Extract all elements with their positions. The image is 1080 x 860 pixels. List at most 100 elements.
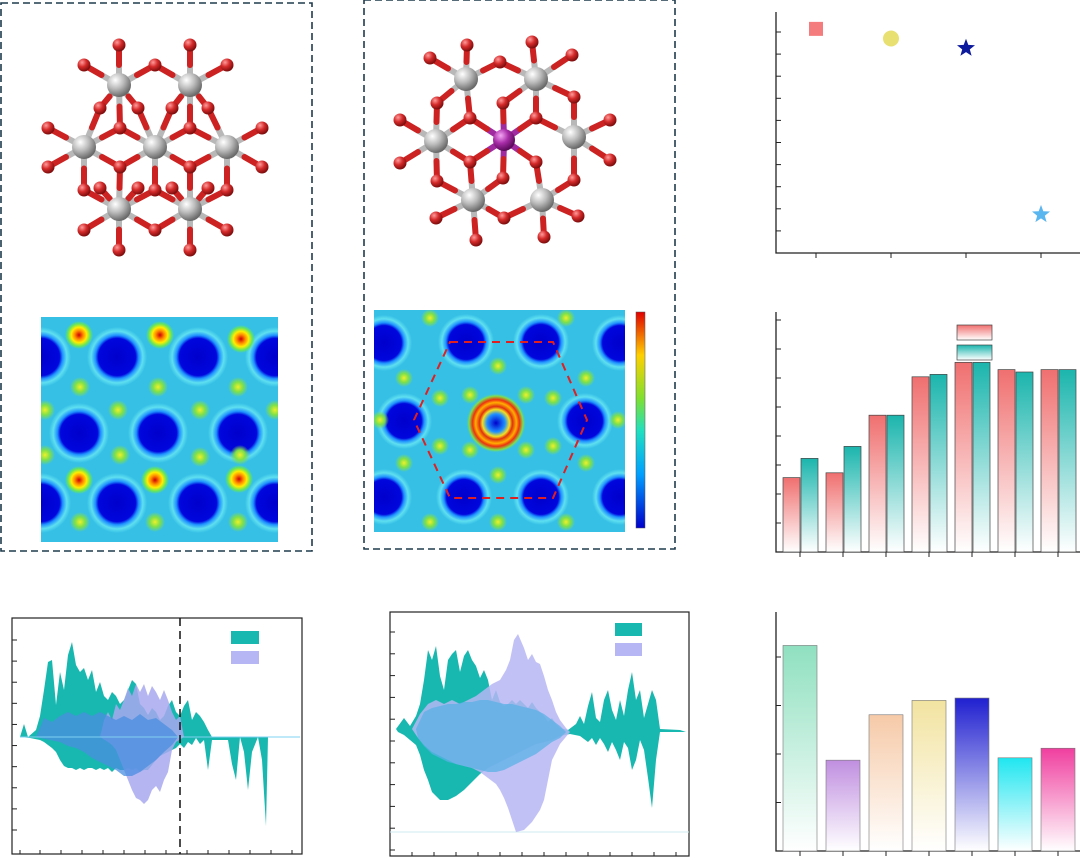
metal-atom xyxy=(524,67,548,91)
metal-atom xyxy=(424,129,448,153)
hexagon-outline xyxy=(412,341,589,499)
oxygen-atom xyxy=(423,51,437,65)
oxygen-atom xyxy=(255,121,269,135)
density-minimum xyxy=(41,327,71,387)
density-spot xyxy=(421,310,439,327)
scatter-point-star xyxy=(1032,204,1050,223)
oxygen-atom xyxy=(393,156,407,170)
oxygen-atom xyxy=(603,153,617,167)
oxygen-atom xyxy=(220,58,234,72)
density-minimum xyxy=(374,469,412,525)
oxygen-atom xyxy=(93,181,107,195)
oxygen-atom xyxy=(430,174,444,188)
density-maximum xyxy=(65,321,93,349)
frame-left xyxy=(0,2,313,552)
density-spot xyxy=(230,445,250,465)
bar-salmon xyxy=(911,376,930,553)
oxygen-atom xyxy=(429,211,443,225)
oxygen-atom xyxy=(165,101,179,115)
metal-atom xyxy=(461,188,485,212)
bar-teal xyxy=(1015,371,1034,553)
oxygen-atom xyxy=(220,223,234,237)
oxygen-atom xyxy=(201,101,215,115)
oxygen-atom xyxy=(460,38,474,52)
oxygen-atom xyxy=(603,113,617,127)
density-spot xyxy=(557,513,575,531)
density-minimum xyxy=(168,473,228,533)
density-minimum xyxy=(87,473,147,533)
density-maximum xyxy=(227,325,255,353)
oxygen-atom xyxy=(201,181,215,195)
oxygen-atom xyxy=(77,223,91,237)
density-minimum xyxy=(41,473,71,533)
density-spot xyxy=(517,441,535,459)
oxygen-atom xyxy=(131,101,145,115)
density-spot xyxy=(395,454,413,472)
bar xyxy=(997,757,1033,852)
density-spot xyxy=(577,369,595,387)
bar xyxy=(782,645,818,852)
oxygen-atom xyxy=(148,183,162,197)
dopant-atom xyxy=(493,129,515,151)
metal-atom xyxy=(454,67,478,91)
bar-salmon xyxy=(868,414,887,553)
bar-salmon xyxy=(954,362,973,553)
bar xyxy=(825,759,861,852)
dos-panel-middle xyxy=(389,611,690,857)
density-spot xyxy=(461,386,479,404)
metal-atom xyxy=(178,73,202,97)
oxygen-atom xyxy=(41,121,55,135)
density-spot xyxy=(609,411,625,429)
density-minimum xyxy=(376,393,432,449)
density-spot xyxy=(70,512,90,532)
bar-teal xyxy=(843,446,862,553)
dos-left-legend-teal xyxy=(231,631,259,644)
density-map-pristine xyxy=(41,317,278,542)
density-spot xyxy=(41,400,55,420)
oxygen-atom xyxy=(113,160,127,174)
dos-left-overlap-area xyxy=(36,712,178,776)
oxygen-atom xyxy=(113,121,127,135)
density-maximum xyxy=(225,465,253,493)
oxygen-atom xyxy=(112,38,126,52)
oxygen-atom xyxy=(567,173,581,187)
density-minimum xyxy=(208,403,268,463)
density-spot xyxy=(395,369,413,387)
density-maximum xyxy=(65,466,93,494)
dos-left-legend-lavender xyxy=(231,651,259,664)
oxygen-atom xyxy=(430,96,444,110)
central-density-ring xyxy=(466,393,526,453)
density-minimum xyxy=(245,473,278,533)
oxygen-atom xyxy=(165,181,179,195)
bar-teal xyxy=(972,362,991,553)
dos-middle-overlap-area xyxy=(416,700,566,772)
oxygen-atom xyxy=(183,160,197,174)
density-minimum xyxy=(128,403,188,463)
density-spot xyxy=(190,447,210,467)
density-minimum xyxy=(592,469,625,525)
bar xyxy=(954,697,990,852)
bar-teal xyxy=(1058,369,1077,553)
oxygen-atom xyxy=(77,58,91,72)
density-maximum xyxy=(146,321,174,349)
density-spot xyxy=(108,400,128,420)
density-spot xyxy=(228,512,248,532)
density-spot xyxy=(489,357,507,375)
oxygen-atom xyxy=(571,209,585,223)
density-spot xyxy=(110,445,130,465)
density-spot xyxy=(517,386,535,404)
scatter-point-circle xyxy=(883,30,899,47)
oxygen-atom xyxy=(220,183,234,197)
density-spot xyxy=(544,389,562,407)
oxygen-atom xyxy=(41,160,55,174)
density-spot xyxy=(228,377,248,397)
metal-atom xyxy=(215,135,239,159)
density-map-doped xyxy=(374,310,625,532)
density-spot xyxy=(70,377,90,397)
oxygen-atom xyxy=(529,155,543,169)
scatter-point-square xyxy=(809,21,823,36)
dos-middle-legend-teal xyxy=(615,623,642,636)
density-spot xyxy=(489,466,507,484)
bar xyxy=(911,700,947,852)
